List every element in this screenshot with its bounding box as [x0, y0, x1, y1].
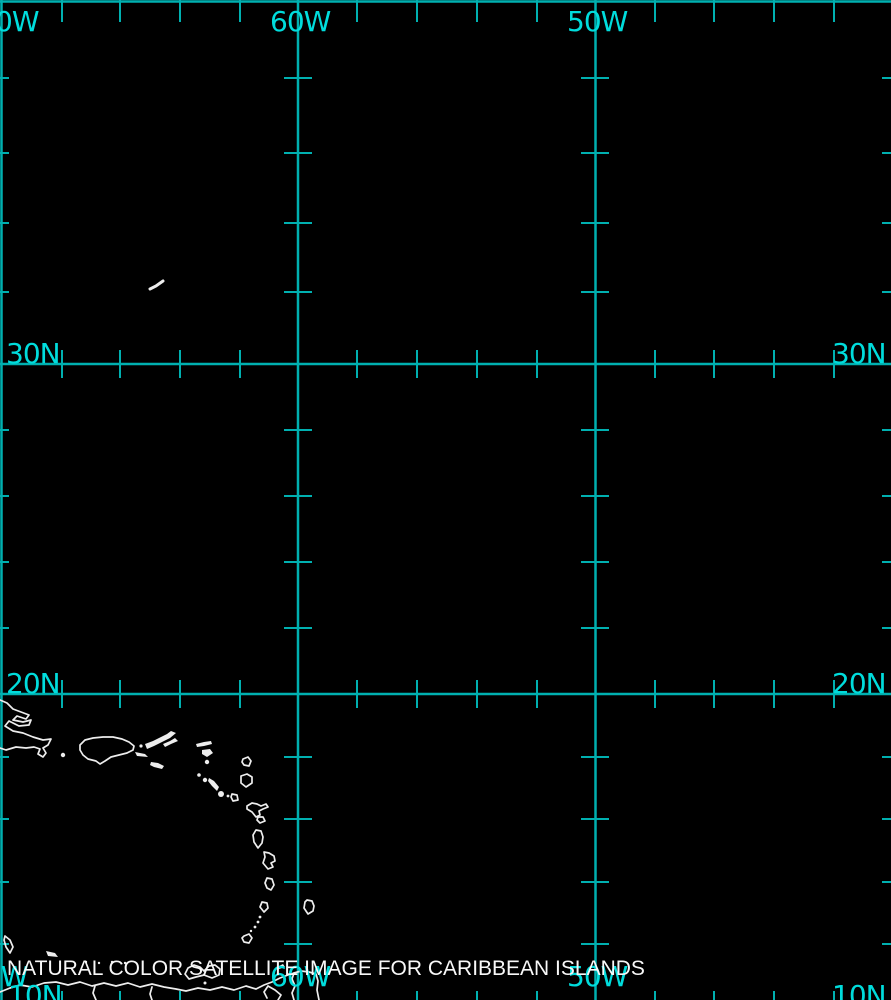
coche-island	[203, 981, 207, 985]
st-barth-island	[204, 759, 210, 765]
lon-label-60w-top: 60W	[270, 5, 331, 38]
bermuda-coastline	[148, 279, 165, 291]
barbados-coastline	[303, 899, 315, 915]
st-eustatius-island	[202, 777, 208, 783]
saba-island	[197, 773, 201, 777]
grenadines-islet	[258, 915, 262, 919]
lat-label-30n-right: 30N	[832, 337, 887, 370]
culebra-island	[139, 744, 143, 748]
grenadines-islet	[253, 925, 257, 929]
lat-label-30n-left: 30N	[6, 337, 61, 370]
venezuela-coastline	[0, 972, 295, 993]
hispaniola-coastline	[0, 699, 52, 758]
lon-label-70w-top: 0W	[0, 5, 39, 38]
caption-title: NATURAL COLOR SATELLITE IMAGE FOR CARIBB…	[7, 957, 645, 980]
lat30-cross-ticks	[61, 350, 835, 378]
coastal-spur	[149, 986, 153, 1000]
martinique-coastline	[262, 851, 276, 870]
lon-label-50w-bottom: 50W	[567, 960, 628, 993]
bottom-edge-ticks	[61, 991, 835, 1000]
orinoco-spur	[92, 985, 97, 1000]
st-lucia-coastline	[264, 877, 275, 891]
curacao-coastline	[3, 935, 14, 954]
la-orchila-islet	[110, 960, 114, 964]
lon-label-50w-top: 50W	[567, 5, 628, 38]
lat-label-20n-left: 20N	[6, 667, 61, 700]
lon50-cross-ticks	[581, 77, 609, 945]
caption-block: NATURAL COLOR SATELLITE IMAGE FOR CARIBB…	[7, 914, 645, 1000]
lon-label-60w-bottom: 60W	[270, 960, 331, 993]
trinidad-coastline	[291, 970, 320, 1000]
montserrat-coastline	[230, 793, 239, 802]
lon-label-70w-bottom: 0W	[0, 960, 28, 993]
los-roques-islet	[84, 960, 88, 964]
gulf-of-paria-coastline	[263, 985, 282, 1000]
lat20-cross-ticks	[61, 680, 835, 708]
virgin-gorda-island	[163, 738, 178, 747]
marie-galante-coastline	[256, 816, 266, 824]
guadeloupe-coastline	[246, 802, 269, 818]
virgin-islands	[145, 731, 176, 749]
mona-island	[60, 752, 66, 758]
nevis-island	[218, 791, 224, 797]
lat-label-20n-right: 20N	[832, 667, 887, 700]
st-kitts-island	[208, 778, 219, 791]
grenadines-islet	[249, 929, 253, 933]
tobago-island	[277, 964, 285, 969]
grenada-coastline	[241, 933, 253, 944]
barbuda-coastline	[241, 756, 252, 767]
los-roques-islet	[97, 961, 101, 965]
anguilla-island	[196, 741, 212, 747]
antigua-coastline	[240, 773, 253, 788]
redonda-island	[226, 794, 230, 798]
st-vincent-coastline	[259, 901, 269, 913]
left-edge-ticks	[0, 77, 9, 945]
vieques-island	[135, 752, 148, 757]
puerto-rico-coastline	[79, 736, 135, 765]
bonaire-island	[46, 951, 58, 957]
top-edge-ticks	[61, 0, 835, 22]
lon60-cross-ticks	[284, 77, 312, 945]
st-martin-island	[202, 749, 213, 757]
right-edge-ticks	[882, 77, 891, 945]
lat-label-10n-right: 10N	[832, 979, 887, 1000]
lat-label-10n-left: 10N	[8, 979, 63, 1000]
grenadines-islet	[256, 920, 260, 924]
dominica-coastline	[252, 829, 264, 849]
margarita-coastline	[184, 964, 221, 980]
st-croix-island	[150, 762, 164, 769]
la-tortuga-islet	[123, 961, 127, 965]
